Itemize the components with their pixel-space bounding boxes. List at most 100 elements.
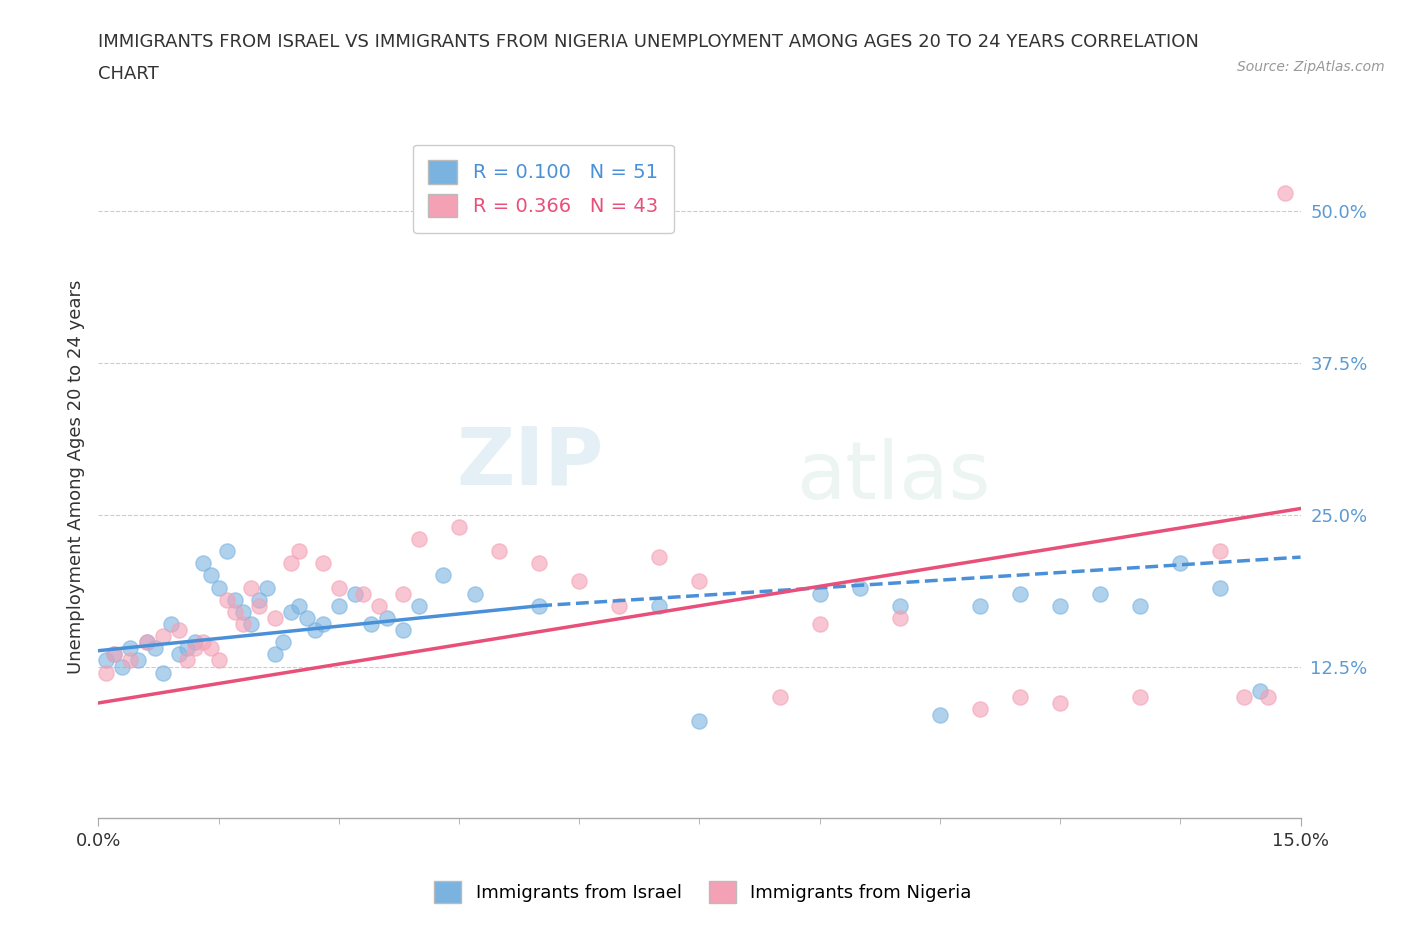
Point bbox=[191, 556, 214, 571]
Point bbox=[328, 580, 350, 595]
Point bbox=[224, 592, 246, 607]
Point bbox=[689, 574, 711, 589]
Point bbox=[215, 592, 238, 607]
Point bbox=[167, 622, 190, 637]
Text: atlas: atlas bbox=[796, 438, 990, 515]
Point bbox=[1049, 696, 1071, 711]
Point bbox=[1257, 689, 1279, 704]
Point bbox=[167, 647, 190, 662]
Point bbox=[224, 604, 246, 619]
Point bbox=[103, 647, 125, 662]
Point bbox=[288, 598, 311, 613]
Point bbox=[889, 598, 911, 613]
Point bbox=[135, 635, 157, 650]
Point bbox=[392, 622, 415, 637]
Legend: R = 0.100   N = 51, R = 0.366   N = 43: R = 0.100 N = 51, R = 0.366 N = 43 bbox=[413, 144, 673, 232]
Point bbox=[191, 635, 214, 650]
Point bbox=[143, 641, 166, 656]
Point bbox=[1010, 586, 1032, 601]
Point bbox=[159, 617, 181, 631]
Point bbox=[304, 622, 326, 637]
Point bbox=[1250, 684, 1272, 698]
Point bbox=[529, 598, 551, 613]
Point bbox=[176, 641, 198, 656]
Point bbox=[808, 586, 831, 601]
Point bbox=[280, 556, 302, 571]
Point bbox=[464, 586, 486, 601]
Point bbox=[529, 556, 551, 571]
Point bbox=[1170, 556, 1192, 571]
Point bbox=[343, 586, 366, 601]
Point bbox=[1049, 598, 1071, 613]
Point bbox=[312, 617, 335, 631]
Point bbox=[648, 598, 671, 613]
Point bbox=[849, 580, 872, 595]
Point bbox=[1274, 185, 1296, 200]
Point bbox=[280, 604, 302, 619]
Point bbox=[288, 544, 311, 559]
Point bbox=[152, 629, 174, 644]
Point bbox=[408, 598, 430, 613]
Point bbox=[1209, 580, 1232, 595]
Text: ZIP: ZIP bbox=[456, 424, 603, 502]
Point bbox=[208, 580, 231, 595]
Point bbox=[263, 647, 285, 662]
Point bbox=[200, 641, 222, 656]
Point bbox=[120, 641, 142, 656]
Point bbox=[103, 647, 125, 662]
Point bbox=[929, 708, 952, 723]
Point bbox=[648, 550, 671, 565]
Point bbox=[1088, 586, 1111, 601]
Point bbox=[1233, 689, 1256, 704]
Point bbox=[447, 519, 470, 534]
Point bbox=[969, 701, 991, 716]
Point bbox=[568, 574, 591, 589]
Point bbox=[111, 659, 134, 674]
Point bbox=[232, 617, 254, 631]
Point bbox=[368, 598, 391, 613]
Point bbox=[488, 544, 510, 559]
Point bbox=[200, 568, 222, 583]
Point bbox=[247, 598, 270, 613]
Point bbox=[128, 653, 150, 668]
Point bbox=[1209, 544, 1232, 559]
Point bbox=[183, 635, 205, 650]
Point bbox=[215, 544, 238, 559]
Point bbox=[769, 689, 792, 704]
Point bbox=[256, 580, 278, 595]
Point bbox=[432, 568, 454, 583]
Point bbox=[263, 610, 285, 625]
Point bbox=[271, 635, 294, 650]
Point bbox=[689, 713, 711, 728]
Text: IMMIGRANTS FROM ISRAEL VS IMMIGRANTS FROM NIGERIA UNEMPLOYMENT AMONG AGES 20 TO : IMMIGRANTS FROM ISRAEL VS IMMIGRANTS FRO… bbox=[98, 33, 1199, 50]
Point bbox=[96, 665, 118, 680]
Point bbox=[247, 592, 270, 607]
Point bbox=[969, 598, 991, 613]
Text: Source: ZipAtlas.com: Source: ZipAtlas.com bbox=[1237, 60, 1385, 74]
Point bbox=[808, 617, 831, 631]
Point bbox=[176, 653, 198, 668]
Point bbox=[392, 586, 415, 601]
Legend: Immigrants from Israel, Immigrants from Nigeria: Immigrants from Israel, Immigrants from … bbox=[425, 871, 981, 911]
Point bbox=[96, 653, 118, 668]
Point bbox=[1129, 689, 1152, 704]
Point bbox=[239, 580, 262, 595]
Point bbox=[120, 653, 142, 668]
Point bbox=[328, 598, 350, 613]
Point bbox=[1010, 689, 1032, 704]
Point bbox=[609, 598, 631, 613]
Point bbox=[208, 653, 231, 668]
Point bbox=[152, 665, 174, 680]
Point bbox=[1129, 598, 1152, 613]
Point bbox=[408, 531, 430, 546]
Text: CHART: CHART bbox=[98, 65, 159, 83]
Point bbox=[232, 604, 254, 619]
Point bbox=[889, 610, 911, 625]
Point bbox=[375, 610, 398, 625]
Y-axis label: Unemployment Among Ages 20 to 24 years: Unemployment Among Ages 20 to 24 years bbox=[66, 279, 84, 674]
Point bbox=[183, 641, 205, 656]
Point bbox=[360, 617, 382, 631]
Point bbox=[239, 617, 262, 631]
Point bbox=[312, 556, 335, 571]
Point bbox=[295, 610, 318, 625]
